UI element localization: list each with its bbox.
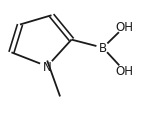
Text: OH: OH xyxy=(115,65,133,78)
Text: N: N xyxy=(43,60,52,73)
Text: OH: OH xyxy=(115,21,133,34)
Text: B: B xyxy=(99,42,107,55)
